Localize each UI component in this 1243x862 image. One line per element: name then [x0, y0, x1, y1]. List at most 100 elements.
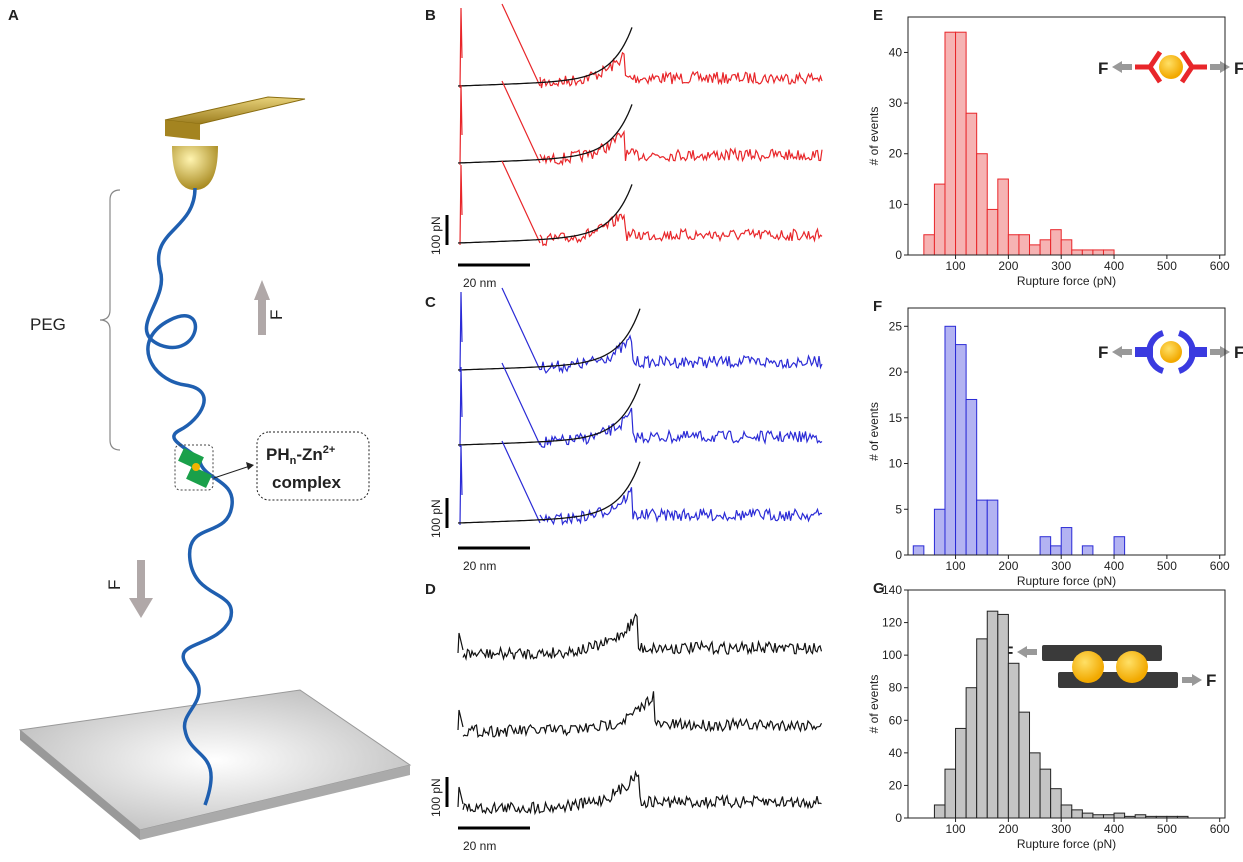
force-trace — [457, 769, 822, 816]
scale-label-y: 100 pN — [429, 499, 443, 538]
wlc-fit — [457, 104, 633, 164]
bar — [933, 508, 946, 556]
linker — [1189, 347, 1207, 357]
force-trace — [457, 691, 823, 739]
bar — [955, 344, 967, 556]
bar — [1007, 234, 1020, 256]
linker — [1135, 347, 1153, 357]
bar — [933, 804, 946, 819]
force-label: F — [1234, 59, 1243, 78]
y-tick-label: 20 — [889, 365, 903, 379]
bar — [1050, 545, 1062, 556]
bar — [1050, 788, 1062, 819]
panel-label: B — [425, 7, 436, 24]
bar — [1113, 536, 1126, 556]
zinc — [1116, 651, 1148, 683]
scale-label-x: 20 nm — [463, 839, 496, 853]
surface-edge — [20, 730, 140, 840]
force-trace — [459, 80, 823, 167]
inset-f: F F — [1098, 330, 1243, 374]
bar — [955, 31, 967, 256]
x-tick-label: 200 — [998, 259, 1018, 273]
y-tick-label: 80 — [889, 681, 903, 695]
bar — [1039, 239, 1052, 256]
bracket — [99, 189, 121, 451]
force-label: F — [267, 310, 286, 320]
x-tick-label: 100 — [946, 259, 966, 273]
wlc-fit — [457, 461, 641, 524]
x-tick-label: 600 — [1210, 822, 1230, 836]
bar — [1113, 812, 1126, 819]
y-tick-label: 40 — [889, 45, 903, 59]
x-tick-label: 400 — [1104, 822, 1124, 836]
y-tick-label: 20 — [889, 778, 903, 792]
bar — [944, 325, 957, 556]
surface — [18, 689, 412, 831]
plot-frame — [907, 307, 1226, 556]
cantilever — [164, 96, 306, 125]
bar — [986, 208, 999, 256]
panel-label: C — [425, 294, 436, 311]
arrow — [1112, 61, 1132, 73]
force-arrow-up — [254, 280, 270, 335]
arrow — [1210, 61, 1230, 73]
tip — [172, 146, 218, 190]
bar — [944, 768, 957, 819]
bar — [1018, 234, 1031, 256]
force-trace — [459, 3, 823, 89]
y-tick-label: 5 — [895, 502, 902, 516]
bar — [965, 398, 978, 556]
y-tick-label: 140 — [882, 583, 902, 597]
y-tick-label: 0 — [895, 811, 902, 825]
bar — [976, 638, 988, 819]
panel-label: G — [873, 580, 885, 597]
y-tick-label: 120 — [882, 616, 902, 630]
bar — [997, 613, 1009, 819]
bar — [923, 234, 935, 256]
zinc — [1072, 651, 1104, 683]
ligand — [1179, 50, 1196, 84]
bar — [965, 687, 978, 819]
bar — [965, 112, 978, 256]
x-tick-label: 200 — [998, 559, 1018, 573]
x-tick-label: 300 — [1051, 559, 1071, 573]
panel-label: D — [425, 581, 436, 598]
y-tick-label: 30 — [889, 96, 903, 110]
x-axis-label: Rupture force (pN) — [1017, 274, 1116, 288]
wlc-fit — [457, 184, 633, 244]
scale-bars — [445, 215, 530, 830]
x-tick-label: 100 — [946, 822, 966, 836]
x-tick-label: 600 — [1210, 559, 1230, 573]
force-label: F — [1234, 343, 1243, 362]
wlc-fit — [457, 383, 641, 446]
bar — [1071, 249, 1083, 256]
x-tick-label: 600 — [1210, 259, 1230, 273]
bar — [1081, 249, 1094, 256]
scale-label-y: 100 pN — [429, 778, 443, 817]
bar — [1039, 536, 1052, 556]
bar — [1102, 249, 1115, 256]
bar — [976, 499, 988, 556]
zinc — [1159, 55, 1183, 79]
bar — [986, 499, 999, 556]
bar — [1029, 752, 1041, 819]
complex-sup: 2+ — [323, 444, 336, 456]
x-tick-label: 500 — [1157, 559, 1177, 573]
bar — [1007, 662, 1020, 819]
bar — [997, 178, 1009, 256]
panel-a: A PEG PHn-Zn2+ complex F F — [8, 7, 412, 840]
complex-part — [186, 466, 212, 488]
complex-label-2: complex — [272, 473, 342, 492]
arrow — [1017, 646, 1037, 658]
bar — [933, 183, 946, 256]
arrowhead — [246, 462, 254, 470]
bar — [1092, 249, 1104, 256]
x-tick-label: 300 — [1051, 822, 1071, 836]
panel-label: A — [8, 7, 19, 24]
ligand — [1146, 330, 1165, 374]
force-label: F — [1098, 343, 1108, 362]
y-tick-label: 25 — [889, 319, 903, 333]
panel-label: E — [873, 7, 883, 24]
complex-label: PHn-Zn2+ — [266, 444, 335, 467]
